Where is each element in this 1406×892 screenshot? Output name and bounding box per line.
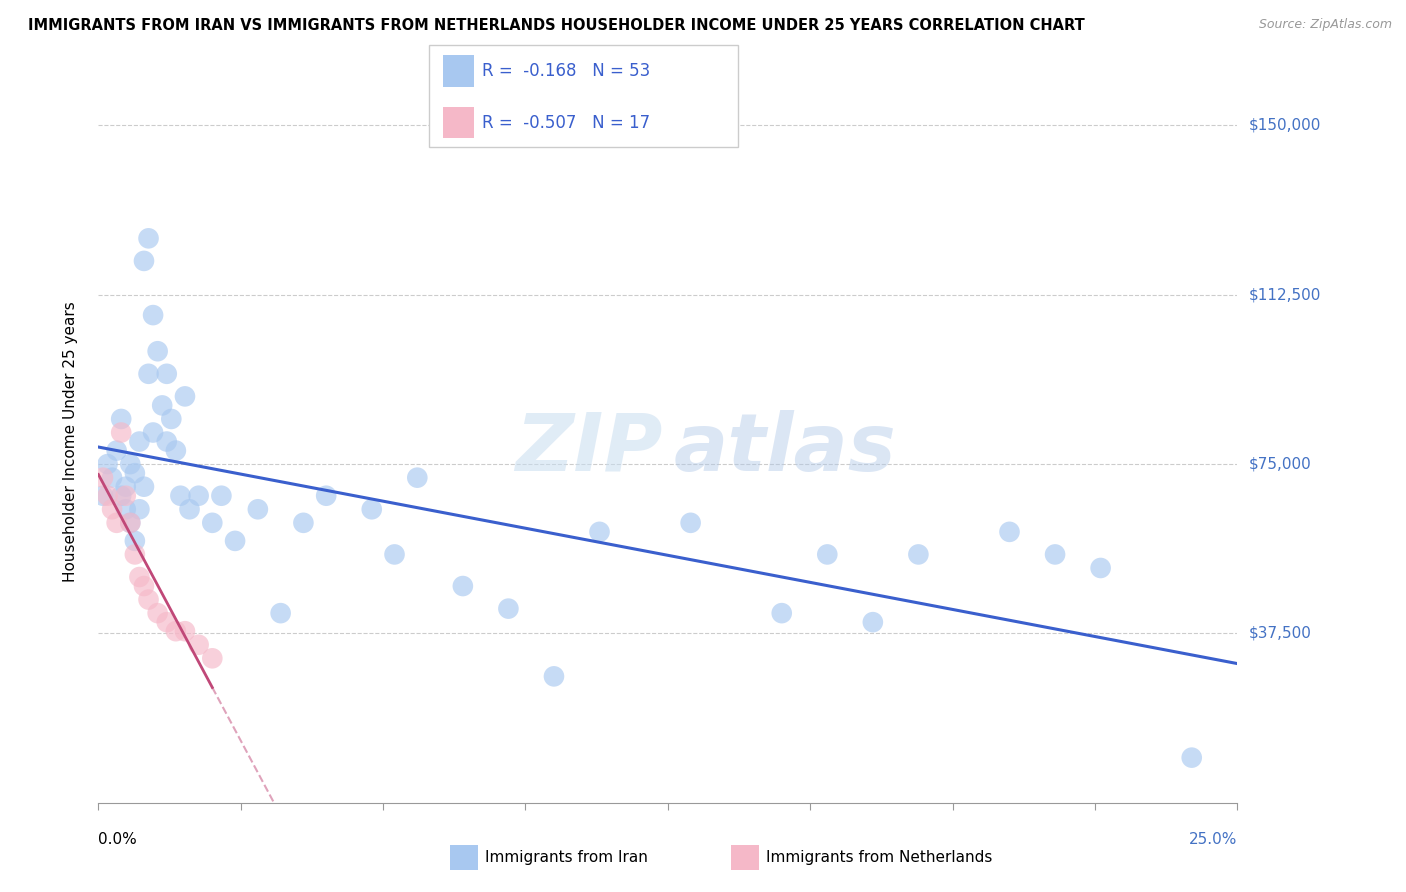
- Point: [96, 457, 118, 471]
- Point: [132, 480, 155, 494]
- Point: [679, 516, 702, 530]
- Text: Source: ZipAtlas.com: Source: ZipAtlas.com: [1258, 18, 1392, 31]
- Point: [588, 524, 610, 539]
- Text: IMMIGRANTS FROM IRAN VS IMMIGRANTS FROM NETHERLANDS HOUSEHOLDER INCOME UNDER 25 : IMMIGRANTS FROM IRAN VS IMMIGRANTS FROM …: [28, 18, 1085, 33]
- Point: [451, 579, 474, 593]
- Point: [209, 489, 232, 503]
- Point: [1090, 561, 1112, 575]
- Point: [160, 412, 183, 426]
- Point: [124, 466, 146, 480]
- Point: [360, 502, 382, 516]
- Text: 25.0%: 25.0%: [1189, 831, 1237, 847]
- Point: [132, 579, 155, 593]
- Point: [156, 367, 179, 381]
- Point: [406, 470, 429, 484]
- Point: [110, 425, 132, 440]
- Point: [96, 489, 118, 503]
- Point: [105, 516, 128, 530]
- Point: [120, 457, 142, 471]
- Text: Immigrants from Iran: Immigrants from Iran: [485, 850, 648, 864]
- Point: [146, 344, 169, 359]
- Point: [142, 308, 165, 322]
- Point: [138, 231, 160, 245]
- Text: $150,000: $150,000: [1249, 118, 1320, 133]
- Point: [165, 624, 187, 639]
- Text: 0.0%: 0.0%: [98, 831, 138, 847]
- Point: [150, 398, 173, 412]
- Point: [101, 470, 124, 484]
- Point: [110, 489, 132, 503]
- Point: [201, 651, 224, 665]
- Text: R =  -0.168   N = 53: R = -0.168 N = 53: [482, 62, 651, 80]
- Point: [142, 425, 165, 440]
- Point: [174, 624, 197, 639]
- Point: [169, 489, 191, 503]
- Text: R =  -0.507   N = 17: R = -0.507 N = 17: [482, 113, 651, 132]
- Point: [292, 516, 315, 530]
- Point: [174, 389, 197, 403]
- Point: [120, 516, 142, 530]
- Point: [114, 480, 136, 494]
- Point: [101, 502, 124, 516]
- Point: [114, 489, 136, 503]
- Point: [187, 489, 209, 503]
- Point: [138, 367, 160, 381]
- Point: [91, 470, 114, 484]
- Point: [105, 443, 128, 458]
- Point: [1043, 548, 1066, 562]
- Y-axis label: Householder Income Under 25 years: Householder Income Under 25 years: [63, 301, 77, 582]
- Point: [543, 669, 565, 683]
- Point: [138, 592, 160, 607]
- Text: ZIP: ZIP: [515, 409, 662, 488]
- Text: atlas: atlas: [673, 409, 896, 488]
- Point: [128, 502, 150, 516]
- Point: [128, 434, 150, 449]
- Point: [384, 548, 406, 562]
- Point: [156, 615, 179, 630]
- Point: [907, 548, 929, 562]
- Text: $37,500: $37,500: [1249, 626, 1312, 641]
- Point: [128, 570, 150, 584]
- Text: $75,000: $75,000: [1249, 457, 1312, 472]
- Point: [124, 533, 146, 548]
- Point: [270, 606, 292, 620]
- Point: [114, 502, 136, 516]
- Point: [998, 524, 1021, 539]
- Point: [815, 548, 838, 562]
- Point: [124, 548, 146, 562]
- Point: [120, 516, 142, 530]
- Point: [770, 606, 793, 620]
- Point: [246, 502, 269, 516]
- Point: [179, 502, 201, 516]
- Point: [201, 516, 224, 530]
- Text: $112,500: $112,500: [1249, 287, 1320, 302]
- Text: Immigrants from Netherlands: Immigrants from Netherlands: [766, 850, 993, 864]
- Point: [187, 638, 209, 652]
- Point: [498, 601, 520, 615]
- Point: [156, 434, 179, 449]
- Point: [91, 489, 114, 503]
- Point: [862, 615, 884, 630]
- Point: [315, 489, 337, 503]
- Point: [110, 412, 132, 426]
- Point: [1181, 750, 1204, 764]
- Point: [224, 533, 246, 548]
- Point: [165, 443, 187, 458]
- Point: [146, 606, 169, 620]
- Point: [132, 253, 155, 268]
